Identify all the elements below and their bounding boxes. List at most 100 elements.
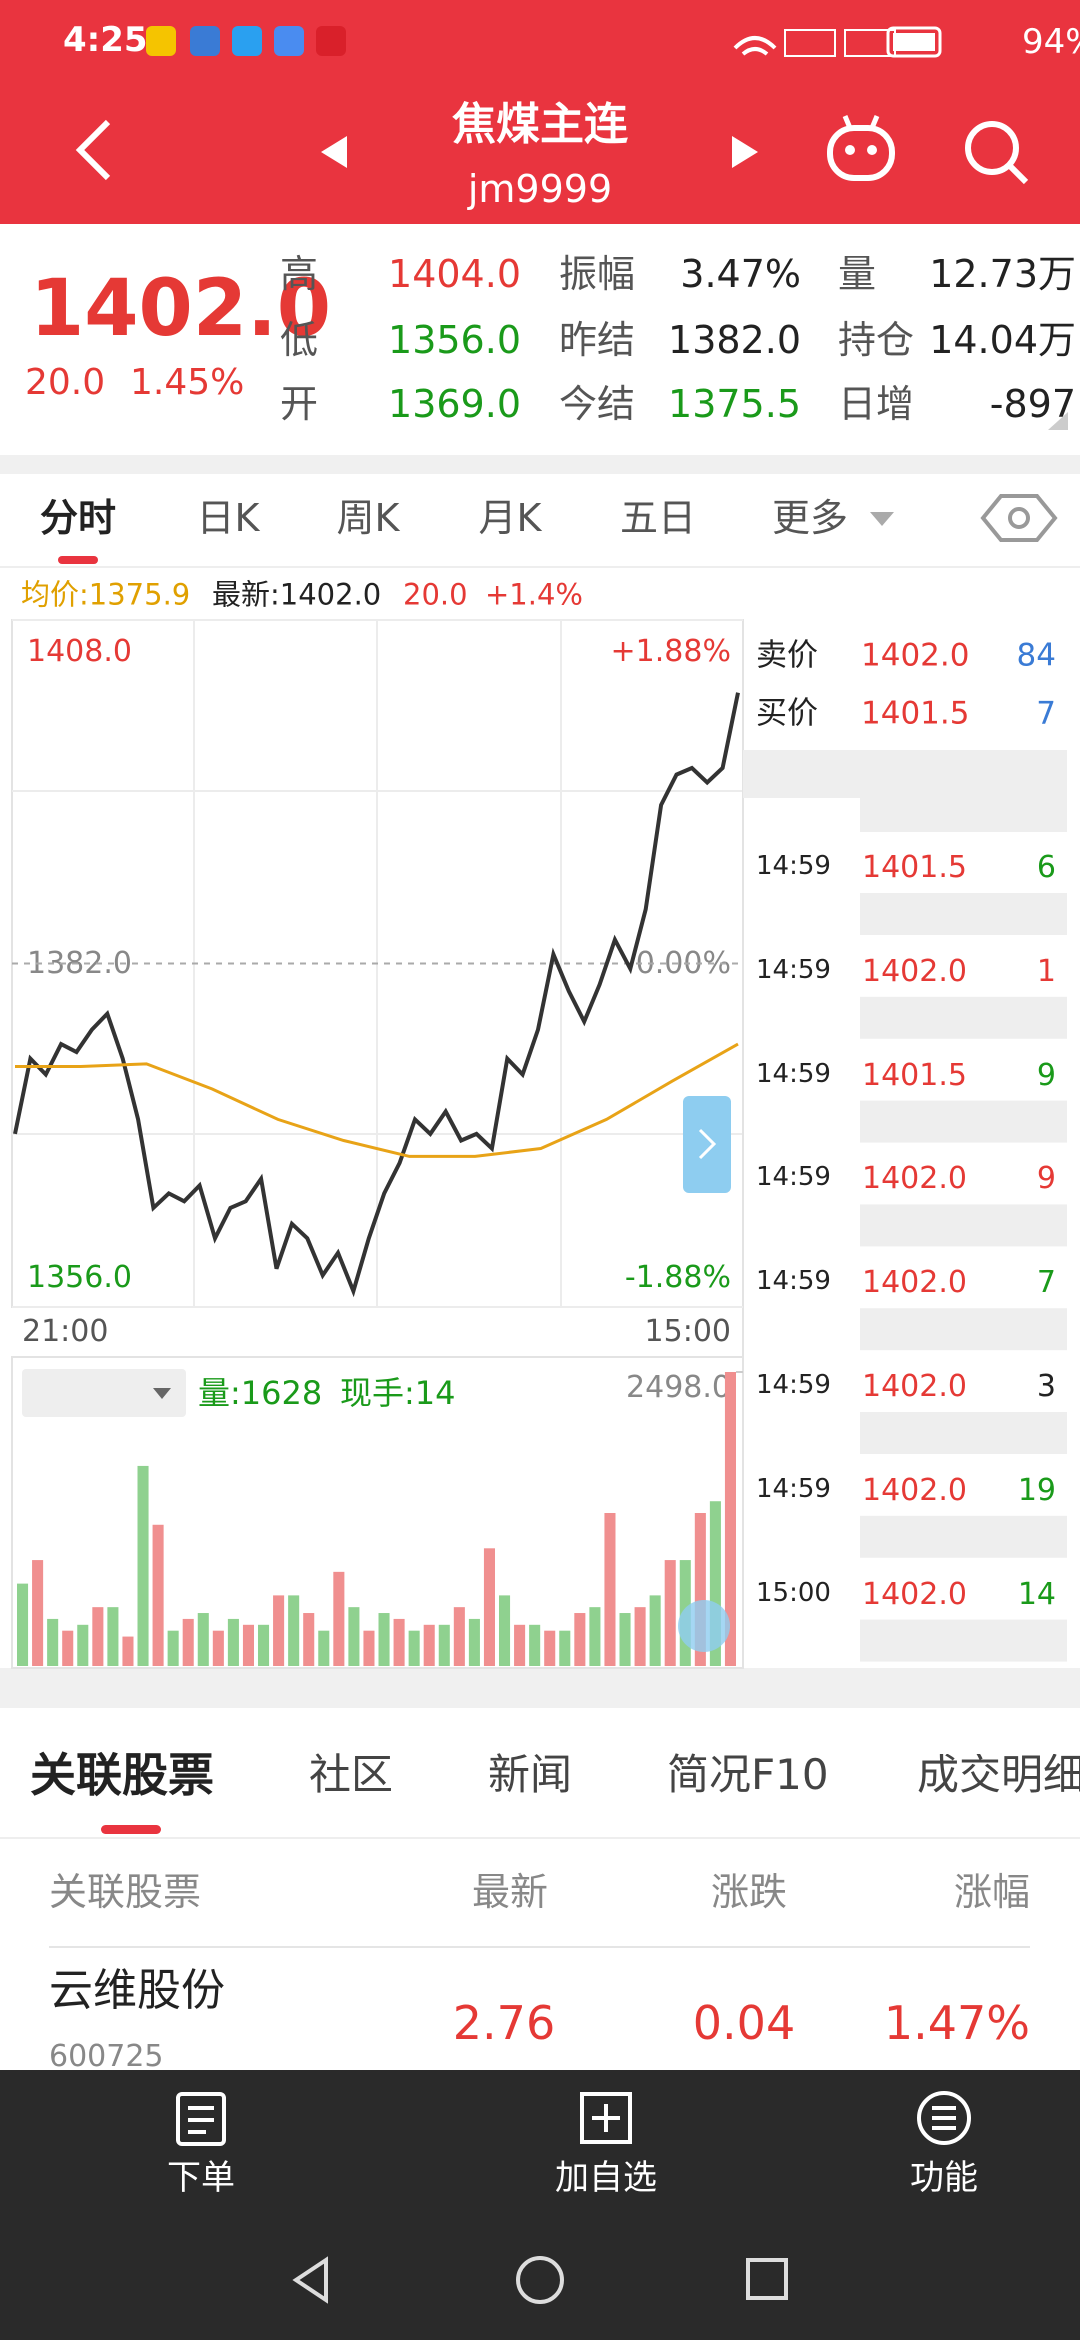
change: 20.0 (403, 577, 468, 612)
chart-tab[interactable]: 分时 (39, 496, 117, 540)
trade-qty: 14 (1017, 1576, 1056, 1612)
volume-total: 量:1628 (198, 1374, 323, 1412)
trade-change: 5 (1036, 1207, 1056, 1243)
volume-bar (227, 1618, 239, 1666)
stock-code: 600725 (49, 2039, 164, 2074)
expand-tab[interactable] (683, 1096, 731, 1193)
volume-bar (709, 1501, 721, 1666)
trade-price: 1402.0 (862, 1161, 967, 1197)
action-label[interactable]: 功能 (910, 2158, 978, 2198)
trade-type: 多换 (862, 999, 922, 1035)
quote-label: 今结 (559, 382, 636, 426)
volume-bar (634, 1607, 646, 1666)
action-label[interactable]: 下单 (167, 2158, 235, 2198)
avg-price: 均价:1375.9 (21, 577, 191, 612)
volume-bar (273, 1595, 285, 1666)
trade-time: 15:00 (756, 1577, 831, 1608)
quote-value: 1404.0 (388, 252, 521, 296)
fullscreen-button[interactable] (678, 1600, 730, 1652)
trade-time: 14:59 (756, 1473, 831, 1504)
trade-price: 1402.0 (862, 1472, 967, 1508)
x-tick-label: 15:00 (644, 1314, 731, 1349)
trade-qty: 3 (1036, 1369, 1056, 1404)
y2-tick-label: 0.00% (635, 945, 731, 981)
quote-label: 振幅 (559, 252, 636, 296)
volume-bar (258, 1624, 270, 1666)
trade-change: 0 (1036, 999, 1056, 1035)
expand-arrow (698, 1128, 717, 1160)
price-line (13, 692, 740, 1298)
volume-bar (62, 1630, 74, 1666)
volume-bar (212, 1630, 224, 1666)
volume-bar (303, 1613, 315, 1666)
trade-type: 空开 (862, 1518, 922, 1554)
volume-bar (17, 1583, 29, 1666)
y-tick-label: 1382.0 (27, 945, 132, 981)
section-tab[interactable]: 关联股票 (30, 1748, 214, 1802)
trade-price: 1402.0 (862, 1576, 967, 1612)
trade-change: 0 (1036, 1622, 1056, 1658)
trade-change: -4 (1026, 1103, 1056, 1139)
volume-bar (378, 1613, 390, 1666)
volume-bar (559, 1630, 571, 1666)
volume-bar (453, 1607, 465, 1666)
y-tick-label: 1408.0 (27, 634, 132, 669)
trade-time: 14:59 (756, 954, 831, 985)
volume-bar (514, 1624, 526, 1666)
dropdown-arrow (153, 1388, 171, 1399)
status-battery: 94% (1022, 22, 1080, 62)
chart-tab[interactable]: 更多 (771, 496, 849, 540)
quote-value: 3.47% (680, 252, 801, 296)
volume-bar (544, 1630, 556, 1666)
volume-bar (152, 1524, 164, 1666)
table-header: 涨跌 (710, 1870, 788, 1914)
chart-tab[interactable]: 周K (336, 496, 400, 540)
section-tab[interactable]: 新闻 (488, 1750, 573, 1799)
volume-bar (288, 1595, 300, 1666)
volume-bar (318, 1630, 330, 1666)
tab-underline (101, 1825, 161, 1834)
settings-button[interactable] (980, 494, 1058, 542)
stock-name[interactable]: 云维股份 (49, 1965, 225, 2016)
table-header: 涨幅 (953, 1870, 1030, 1914)
trade-qty: 9 (1036, 1057, 1056, 1093)
chart-tab[interactable]: 月K (478, 496, 542, 540)
price-change-pct: 1.45% (130, 362, 245, 403)
book-qty: 84 (1016, 637, 1056, 674)
section-tab[interactable]: 成交明细 (917, 1754, 1080, 1796)
volume-bar (438, 1624, 450, 1666)
volume-bar (92, 1607, 104, 1666)
stock-change: 0.04 (692, 1996, 796, 2050)
section-tab[interactable]: 简况F10 (667, 1750, 829, 1799)
quote-label: 开 (280, 382, 319, 426)
volume-bar (604, 1512, 616, 1666)
quote-label: 日增 (838, 382, 915, 426)
bottom-bar (0, 2070, 1080, 2340)
stock-latest: 2.76 (452, 1996, 556, 2050)
volume-bar (649, 1595, 661, 1666)
volume-bar (468, 1618, 480, 1666)
volume-bar (499, 1595, 511, 1666)
volume-bar (107, 1607, 119, 1666)
quote-value: 1356.0 (388, 318, 521, 362)
quote-value: 1369.0 (388, 382, 521, 426)
contract-code: jm9999 (467, 167, 613, 211)
volume-bar (47, 1618, 59, 1666)
volume-bar (679, 1560, 691, 1666)
trade-type: 多开 (862, 1207, 922, 1243)
quote-label: 昨结 (559, 318, 636, 362)
table-header: 关联股票 (49, 1870, 202, 1914)
action-label[interactable]: 加自选 (555, 2158, 657, 2198)
section-tab[interactable]: 社区 (309, 1750, 394, 1799)
stock-change-pct: 1.47% (883, 1996, 1030, 2050)
quote-value: 1382.0 (668, 318, 801, 362)
avg-line (15, 1042, 739, 1158)
trade-time: 14:59 (756, 851, 831, 881)
trades-header: 时间 (756, 756, 815, 791)
chart-tab[interactable]: 日K (196, 496, 260, 540)
chart-tab[interactable]: 五日 (619, 496, 697, 540)
quote-value: 1375.5 (668, 382, 801, 426)
table-header: 最新 (471, 1870, 549, 1914)
trade-qty: 6 (1036, 850, 1056, 885)
